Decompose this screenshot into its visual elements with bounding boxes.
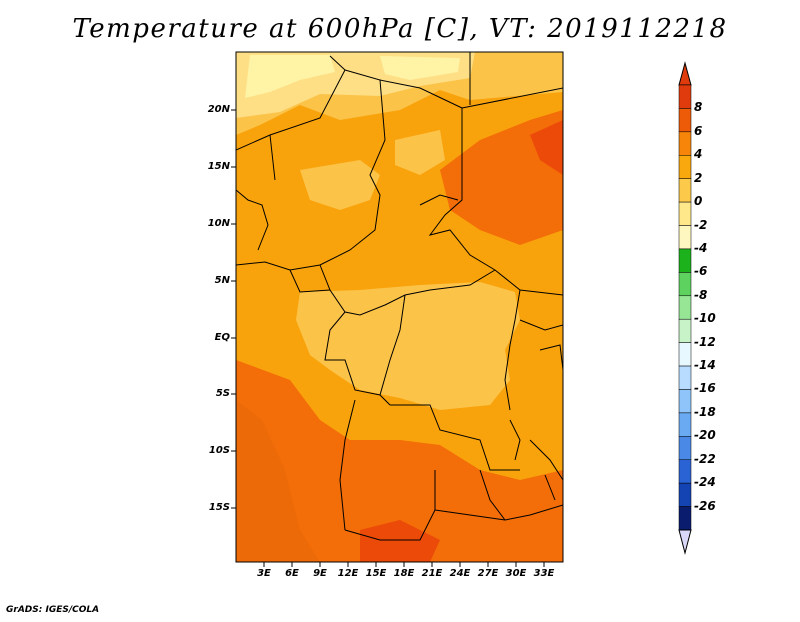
colorbar-swatch	[678, 436, 692, 460]
colorbar-swatch	[678, 412, 692, 437]
colorbar-label: -24	[694, 475, 716, 490]
colorbar-label: -16	[694, 381, 716, 396]
field-6-8-south	[360, 520, 440, 562]
lon-label-21e: 21E	[421, 568, 443, 579]
colorbar-label: -26	[694, 498, 716, 513]
colorbar-label: 6	[694, 123, 703, 138]
colorbar-swatch	[678, 389, 692, 414]
colorbar-swatch	[678, 295, 692, 320]
lon-label-15e: 15E	[365, 568, 387, 579]
lon-label-24e: 24E	[449, 568, 471, 579]
colorbar-label: -12	[694, 334, 716, 349]
field-0-2-sahel	[300, 160, 380, 210]
field-0-2-basin	[296, 282, 520, 410]
colorbar-swatch	[678, 365, 692, 390]
colorbar-swatch	[678, 84, 692, 109]
colorbar-label: -8	[694, 287, 708, 302]
lat-label-eq: EQ	[214, 332, 230, 343]
lon-label-9e: 9E	[313, 568, 327, 579]
lon-label-6e: 6E	[285, 568, 299, 579]
colorbar-label: 4	[694, 147, 703, 162]
colorbar-swatch	[678, 225, 692, 250]
colorbar-label: -10	[694, 311, 716, 326]
lat-ticks	[231, 109, 236, 509]
lat-label-15n: 15N	[207, 161, 230, 172]
chart-title: Temperature at 600hPa [C], VT: 201911221…	[72, 14, 728, 44]
lon-label-3e: 3E	[257, 568, 271, 579]
colorbar-swatch	[678, 482, 692, 507]
field-4-6-atlantic	[236, 400, 320, 562]
field-6-8-sudan	[530, 120, 563, 175]
grads-credit: GrADS: IGES/COLA	[6, 605, 100, 615]
colorbar-swatch	[678, 155, 692, 179]
map-frame	[235, 51, 564, 563]
lon-label-27e: 27E	[477, 568, 499, 579]
field-lt-neg2-north	[245, 55, 335, 98]
lon-label-12e: 12E	[337, 568, 359, 579]
colorbar-label: -20	[694, 428, 716, 443]
colorbar-swatches	[678, 84, 692, 531]
colorbar-swatch	[678, 201, 692, 226]
colorbar-label: -22	[694, 451, 716, 466]
lon-label-33e: 33E	[533, 568, 555, 579]
field-4-6-south	[236, 360, 563, 562]
colorbar-swatch	[678, 131, 692, 156]
colorbar-swatch	[678, 459, 692, 484]
lon-ticks	[263, 562, 545, 567]
colorbar-label: -2	[694, 217, 708, 232]
field-0-2-sahel2	[395, 130, 445, 175]
colorbar-label: -4	[694, 240, 708, 255]
colorbar-label: 2	[694, 170, 703, 185]
country-borders	[236, 52, 563, 541]
field-lt-neg2-north2	[380, 56, 460, 80]
temperature-field	[236, 52, 563, 562]
lon-label-18e: 18E	[393, 568, 415, 579]
colorbar-swatch	[678, 342, 692, 367]
lon-label-30e: 30E	[505, 568, 527, 579]
colorbar-swatch	[678, 272, 692, 297]
lat-label-5s: 5S	[215, 388, 230, 399]
colorbar-label: -14	[694, 358, 716, 373]
lat-label-5n: 5N	[214, 275, 230, 286]
colorbar-swatch	[678, 318, 692, 343]
lat-label-15s: 15S	[208, 502, 230, 513]
colorbar	[678, 61, 692, 555]
colorbar-label: -6	[694, 264, 708, 279]
colorbar-swatch	[678, 506, 692, 531]
lat-label-10s: 10S	[208, 445, 230, 456]
colorbar-bottom-triangle	[678, 529, 692, 555]
colorbar-label: 8	[694, 100, 703, 115]
colorbar-top-triangle	[678, 61, 692, 86]
lat-label-10n: 10N	[207, 218, 230, 229]
lat-label-20n: 20N	[207, 104, 230, 115]
colorbar-swatch	[678, 248, 692, 273]
colorbar-swatch	[678, 178, 692, 203]
colorbar-swatch	[678, 108, 692, 133]
field-4-6-sudan	[440, 110, 563, 245]
colorbar-label: -18	[694, 404, 716, 419]
colorbar-label: 0	[694, 194, 703, 209]
